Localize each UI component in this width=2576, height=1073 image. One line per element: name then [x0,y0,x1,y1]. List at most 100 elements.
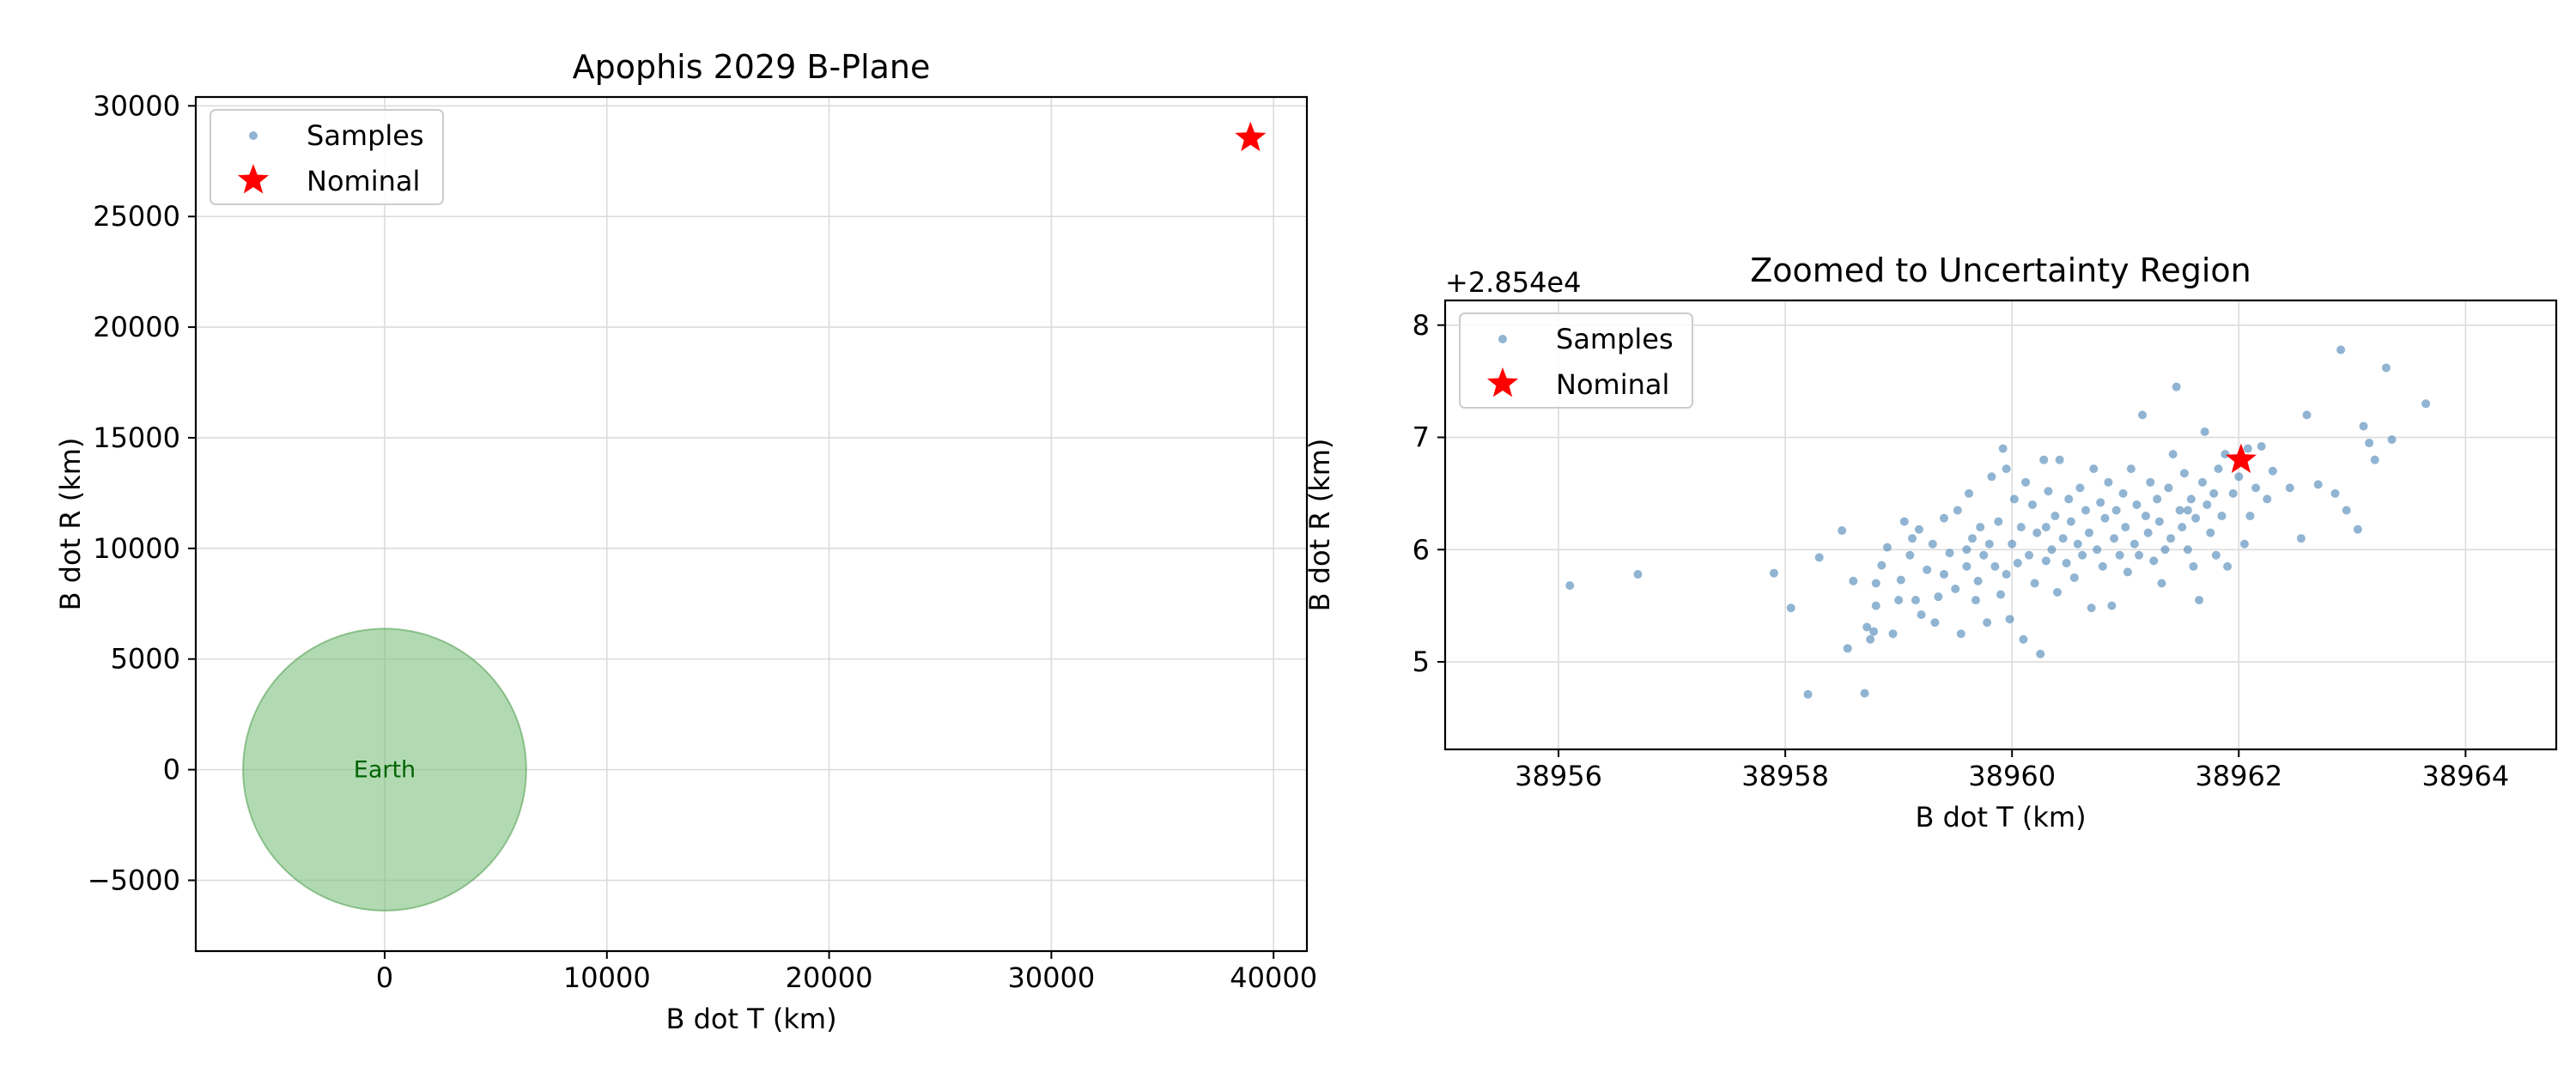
x-tick-label: 20000 [786,961,873,994]
sample-point [1971,596,1980,605]
sample-point [2365,439,2374,448]
plot-area [1565,345,2431,699]
sample-point [2089,464,2099,474]
y-tick-label: 25000 [93,200,180,233]
y-tick-label: 8 [1413,309,1430,342]
legend-nominal-label: Nominal [1556,368,1669,401]
y-axis-label: B dot R (km) [54,438,87,611]
x-tick-label: 38964 [2421,760,2509,792]
sample-point [2009,494,2019,504]
sample-point [2239,539,2249,549]
sample-point [1994,517,2003,526]
y-offset-label: +2.854e4 [1445,266,1581,299]
y-tick-label: −5000 [88,864,180,897]
sample-point [2121,523,2130,532]
sample-point [2135,550,2144,560]
sample-point [2223,561,2233,571]
sample-point [2245,512,2255,521]
x-tick-label: 0 [376,961,393,994]
sample-point [1633,570,1643,579]
sample-point [1914,524,1923,534]
sample-point [1869,627,1879,636]
y-tick-label: 10000 [93,532,180,565]
sample-point [2302,410,2312,420]
sample-point [2058,534,2068,543]
legend-box [1459,312,1693,409]
sample-point [2211,550,2221,560]
sample-point [2164,483,2173,493]
legend-box [210,109,444,205]
sample-point [2160,545,2170,555]
sample-point [2157,579,2166,588]
sample-point [2268,466,2277,476]
sample-point [2115,550,2124,560]
sample-point [1911,596,1920,605]
sample-point [1843,644,1852,653]
sample-point [2126,464,2136,474]
sample-point [2036,649,2045,658]
axes-frame [1443,299,2558,751]
sample-point [2285,483,2294,493]
sample-point [2202,500,2212,509]
sample-point [1934,592,1943,602]
sample-point [2047,545,2057,555]
sample-point [1803,689,1813,699]
sample-point [2206,528,2215,537]
sample-point [2387,435,2397,445]
sample-point [1979,550,1989,560]
earth-label: Earth [354,757,416,784]
sample-point [2421,399,2431,409]
sample-point [2050,512,2060,521]
sample-point [2016,523,2026,532]
sample-point [2104,477,2113,487]
sample-point [1976,523,1985,532]
y-axis-label: B dot R (km) [1303,439,1336,612]
sample-point [1814,553,1824,562]
x-tick-label: 38962 [2195,760,2282,792]
sample-point [2044,487,2053,496]
sample-point [2019,634,2028,644]
zoomed-chart: 38956 38958 38960 38962 38964 5 6 7 8 +2.854e4 Zoo… [1303,252,2558,834]
legend-nominal-marker [237,164,270,194]
x-tick-label: 40000 [1230,961,1317,994]
sample-point [2209,488,2219,498]
legend: Samples Nominal [210,109,444,205]
nominal-star-marker [2225,443,2257,474]
sample-point [1866,634,1875,644]
sample-point [1905,550,1915,560]
sample-point [2234,472,2244,482]
x-tick-label: 30000 [1007,961,1095,994]
sample-point [2200,427,2209,436]
sample-point [2353,524,2362,534]
sample-point [2183,506,2192,515]
x-tick-label: 38956 [1515,760,1602,792]
sample-point [2093,545,2102,555]
legend-samples-marker [1498,335,1507,343]
sample-point [2154,517,2164,526]
sample-point [1838,526,1847,536]
sample-point [2179,469,2189,478]
sample-point [1996,590,2005,599]
sample-point [1769,568,1778,578]
sample-point [2111,506,2121,515]
x-axis-label: B dot T (km) [665,1003,836,1035]
sample-point [1928,539,1937,549]
y-tick-label: 7 [1413,421,1430,454]
sample-point [2081,506,2091,515]
sample-point [1967,534,1977,543]
sample-point [2153,494,2162,504]
y-tick-label: 30000 [93,89,180,122]
sample-point [2008,539,2017,549]
sample-point [2178,523,2187,532]
sample-point [2146,477,2155,487]
sample-point [2032,528,2042,537]
sample-point [2078,550,2087,560]
sample-point [2142,512,2151,521]
sample-point [2166,534,2176,543]
sample-point [2066,517,2075,526]
sample-point [2002,464,2011,474]
sample-point [2073,539,2082,549]
sample-point [2064,494,2074,504]
sample-point [1877,561,1886,570]
y-tick-label: 6 [1413,533,1430,566]
